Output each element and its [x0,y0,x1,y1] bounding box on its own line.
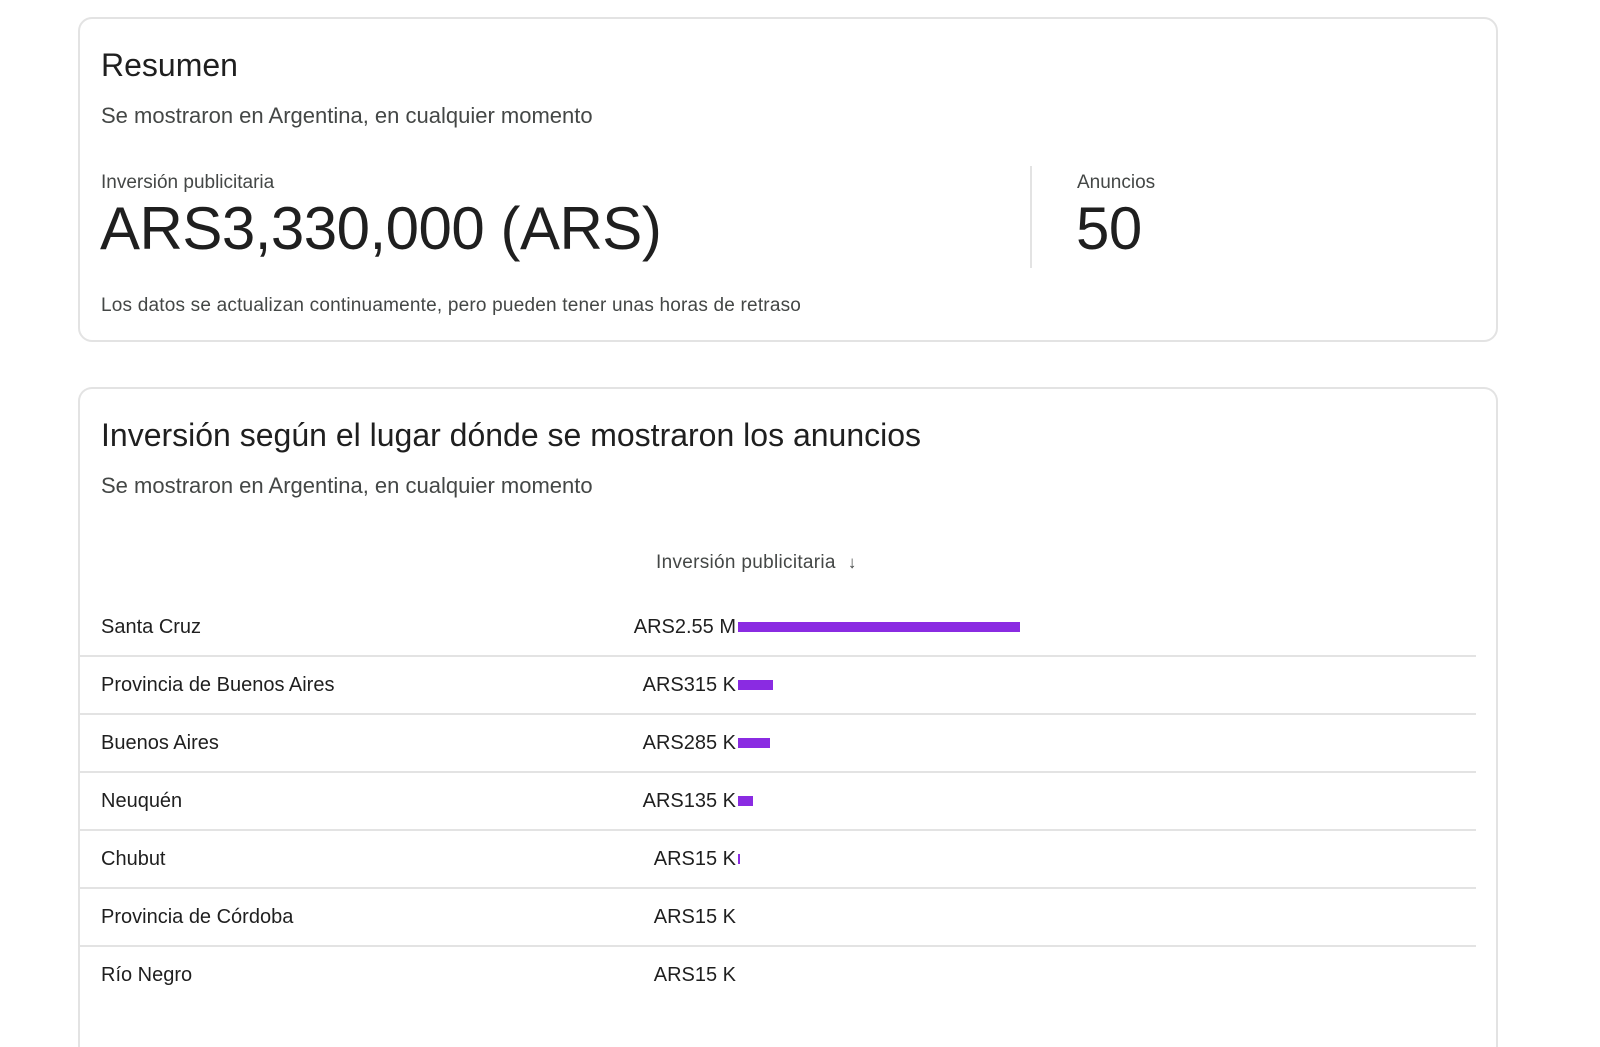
location-name: Provincia de Córdoba [101,906,294,928]
table-row: Provincia de Córdoba ARS15 K [80,889,1476,947]
location-name: Neuquén [101,790,183,812]
ad-spend-label: Inversión publicitaria [101,172,275,193]
location-spend-value: ARS315 K [642,674,736,696]
summary-subtitle: Se mostraron en Argentina, en cualquier … [101,103,593,128]
location-spend-bar [738,680,773,690]
table-row: Santa Cruz ARS2.55 M [80,599,1476,657]
location-table: Santa Cruz ARS2.55 M Provincia de Buenos A… [80,599,1476,1005]
location-spend-value: ARS135 K [642,790,736,812]
table-row: Provincia de Buenos Aires ARS315 K [80,657,1476,715]
arrow-down-icon: ↓ [847,553,857,572]
location-spend-value: ARS15 K [653,906,736,928]
table-row: Buenos Aires ARS285 K [80,715,1476,773]
location-spend-value: ARS2.55 M [633,616,736,638]
location-name: Provincia de Buenos Aires [101,674,335,696]
location-name: Río Negro [101,964,193,986]
sort-header-label: Inversión publicitaria [656,552,836,573]
location-spend-bar [738,796,753,806]
sort-by-spend-header[interactable]: Inversión publicitaria ↓ [656,553,857,572]
location-subtitle: Se mostraron en Argentina, en cualquier … [101,473,593,498]
table-row: Río Negro ARS15 K [80,947,1476,1005]
location-name: Santa Cruz [101,616,202,638]
location-name: Buenos Aires [101,732,219,754]
summary-title: Resumen [101,47,238,83]
table-row: Chubut ARS15 K [80,831,1476,889]
ads-count-label: Anuncios [1077,172,1156,193]
metric-divider [1030,166,1032,268]
location-spend-value: ARS15 K [653,964,736,986]
location-spend-bar [738,622,1020,632]
location-spend-value: ARS15 K [653,848,736,870]
location-spend-bar [738,738,770,748]
ads-count-value: 50 [1076,195,1142,262]
location-name: Chubut [101,848,166,870]
location-title: Inversión según el lugar dónde se mostra… [101,417,922,453]
location-spend-value: ARS285 K [642,732,736,754]
summary-card: Resumen Se mostraron en Argentina, en cu… [78,17,1498,342]
ad-spend-value: ARS3,330,000 (ARS) [100,195,662,262]
table-row: Neuquén ARS135 K [80,773,1476,831]
data-update-footnote: Los datos se actualizan continuamente, p… [101,295,802,316]
spend-by-location-card: Inversión según el lugar dónde se mostra… [78,387,1498,1047]
location-spend-bar [738,854,740,864]
